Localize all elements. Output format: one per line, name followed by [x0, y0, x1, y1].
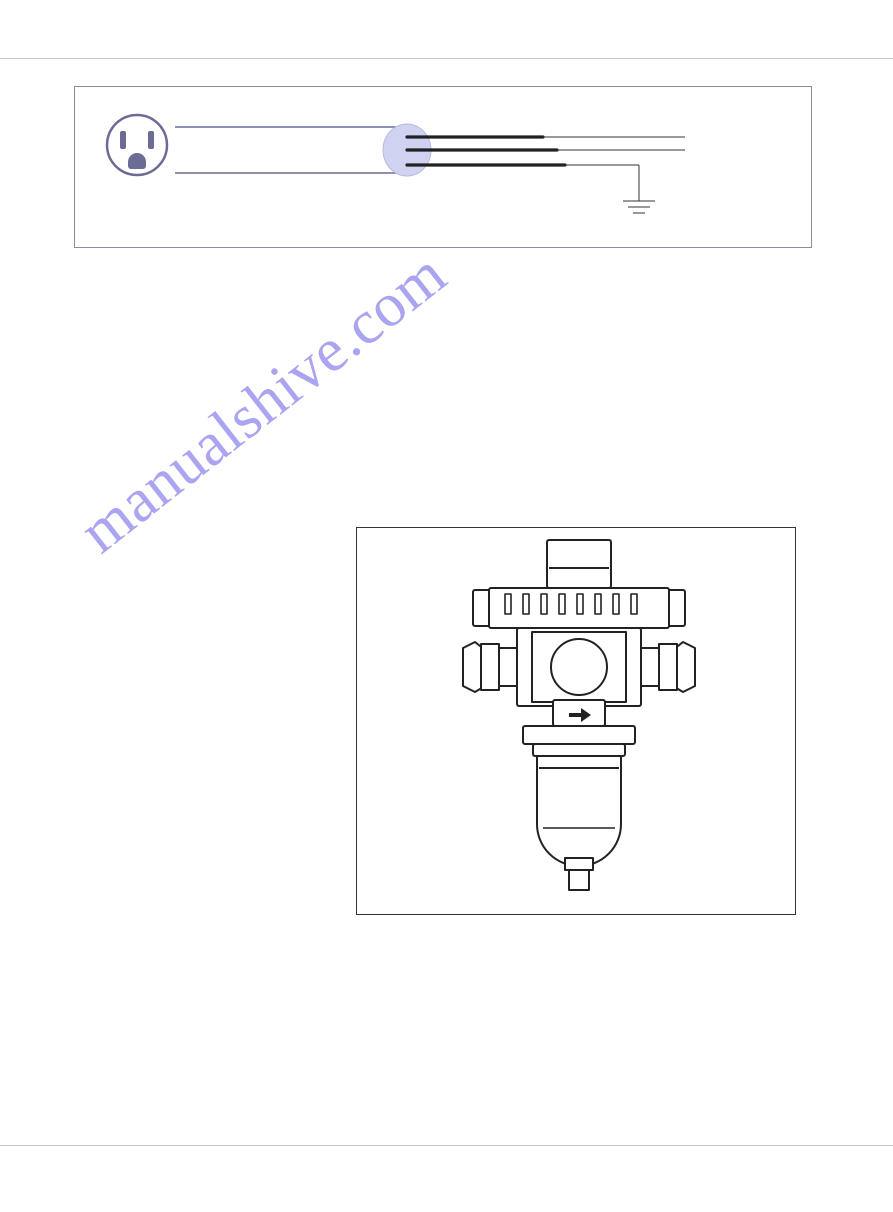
- filter-svg: [357, 528, 797, 916]
- frl-gauge: [551, 639, 607, 695]
- right-port-fitting-2: [659, 644, 677, 690]
- drain-nut: [569, 870, 589, 890]
- left-port-fitting-1: [499, 648, 517, 686]
- page: manualshive.com: [0, 0, 893, 1212]
- wiring-svg: [75, 87, 813, 249]
- top-divider: [0, 58, 893, 59]
- outlet-slot-left: [120, 131, 126, 149]
- left-port-fitting-2: [481, 644, 499, 690]
- figure-wiring-diagram: [74, 86, 812, 248]
- frl-bowl: [537, 756, 621, 866]
- bottom-divider: [0, 1145, 893, 1146]
- drain-collar: [565, 858, 593, 870]
- lower-body-1: [523, 726, 635, 744]
- outlet-slot-right: [148, 131, 154, 149]
- right-port-fitting-1: [641, 648, 659, 686]
- lower-body-2: [533, 744, 625, 756]
- frl-cap: [547, 540, 611, 588]
- figure-filter-regulator: [356, 527, 796, 915]
